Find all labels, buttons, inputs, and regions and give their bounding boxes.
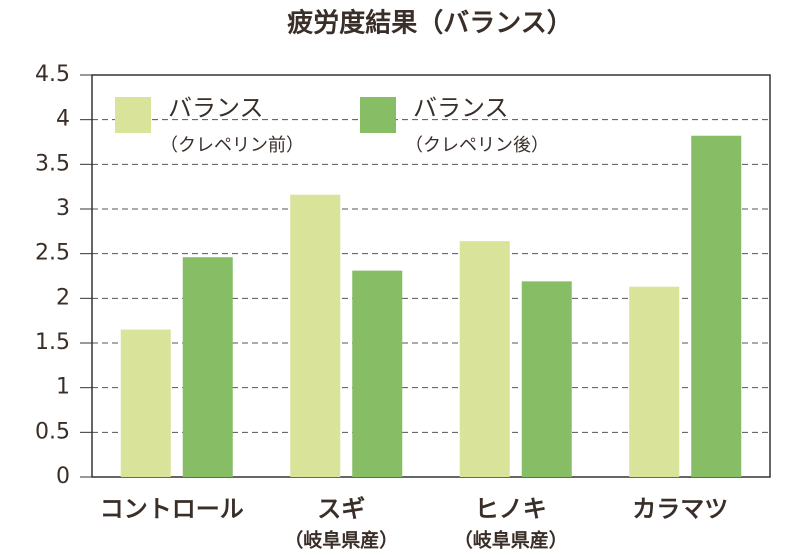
y-tick-label: 4.5 [35,62,70,87]
x-tick-note: （岐阜県産） [284,529,398,552]
bar [352,270,403,477]
y-tick-label: 3.5 [35,151,70,176]
legend-note: （クレペリン前） [160,135,304,156]
legend-swatch [360,97,396,133]
y-tick-label: 2 [56,285,70,310]
bar [120,329,171,477]
bar [290,194,341,477]
y-tick-label: 1.5 [35,330,70,355]
x-tick-note: （岐阜県産） [454,529,568,552]
y-tick-label: 0.5 [35,419,70,444]
y-tick-label: 0 [56,464,70,489]
x-tick-label: ヒノキ [475,495,547,523]
bar [459,241,510,477]
legend-label: バランス [168,94,264,122]
y-tick-label: 4 [56,107,70,132]
legend-swatch [115,97,151,133]
y-tick-label: 3 [56,196,70,221]
x-tick-label: カラマツ [632,495,728,523]
x-tick-label: コントロール [100,495,244,523]
x-tick-label: スギ [317,495,365,523]
y-tick-label: 2.5 [35,241,70,266]
y-tick-label: 1 [56,375,70,400]
chart-title: 疲労度結果（バランス） [287,8,572,39]
bar [521,281,572,477]
legend-label: バランス [413,94,509,122]
bar [691,135,742,477]
bar [629,286,680,477]
plot-frame [91,74,771,478]
legend-note: （クレペリン後） [405,135,549,156]
bar [182,257,233,477]
